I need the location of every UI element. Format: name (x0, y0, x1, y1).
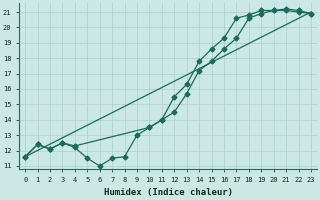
X-axis label: Humidex (Indice chaleur): Humidex (Indice chaleur) (104, 188, 233, 197)
